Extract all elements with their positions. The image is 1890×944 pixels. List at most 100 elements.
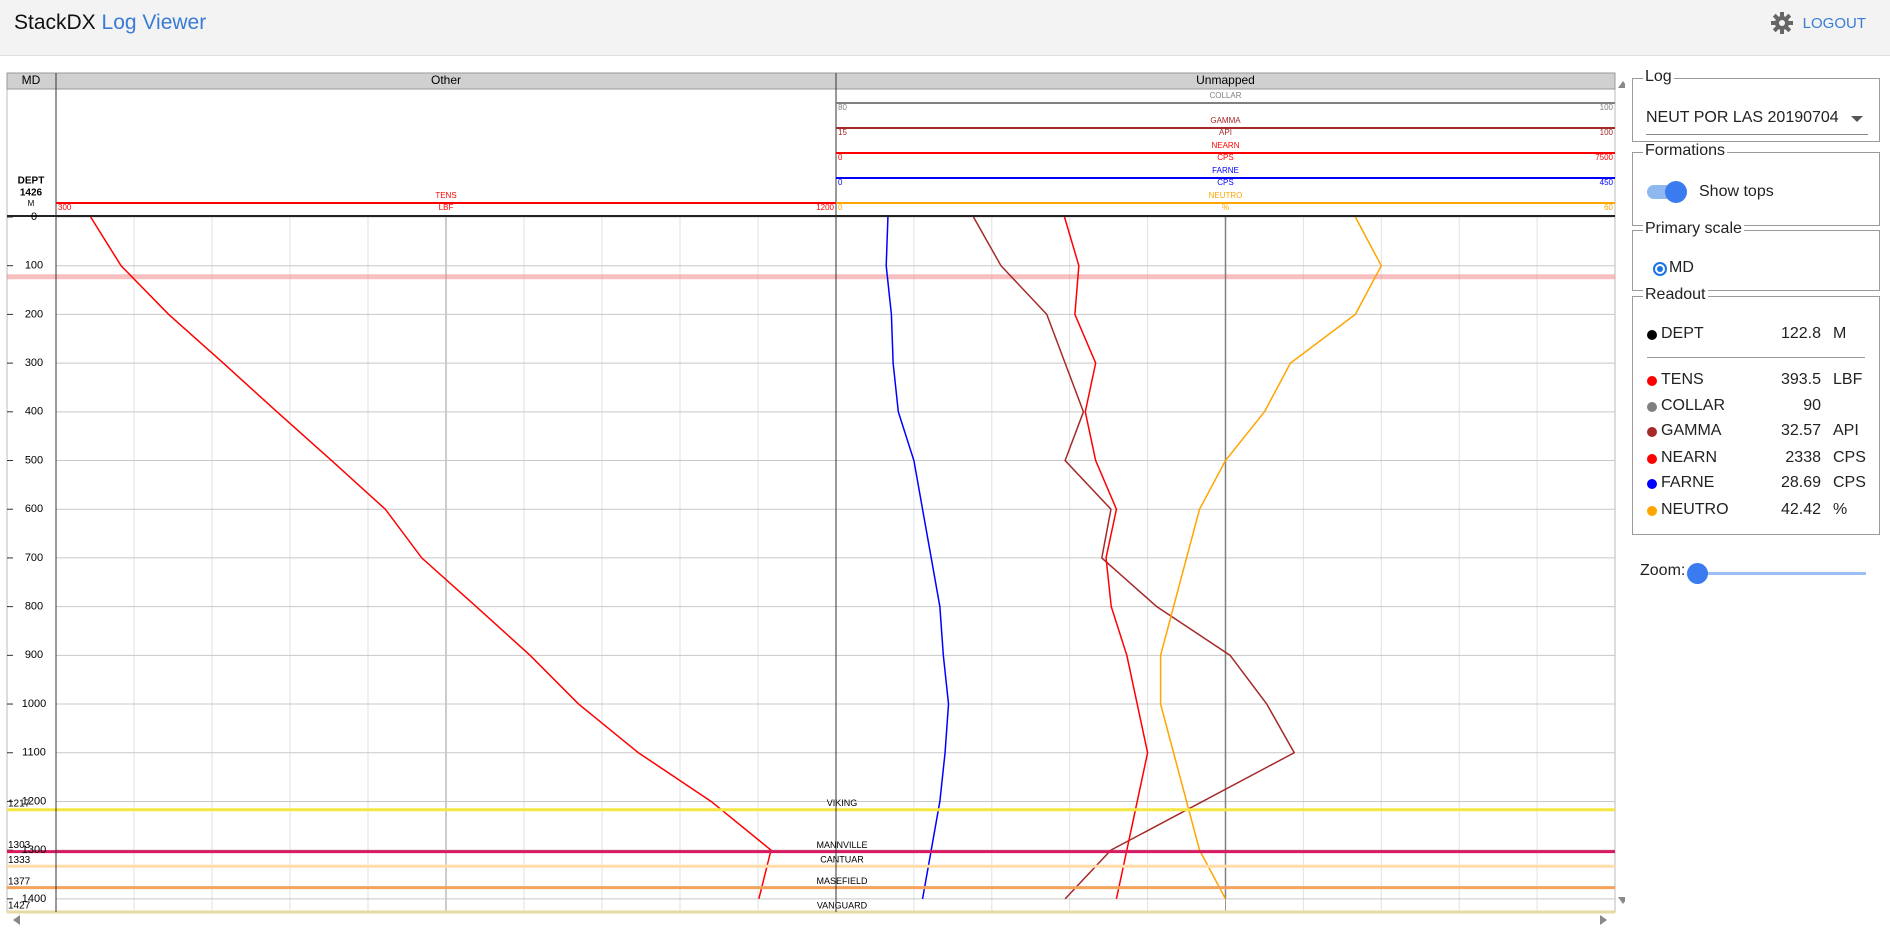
brand[interactable]: StackDX Log Viewer [14,11,206,35]
curve-name: FARNE [1212,166,1239,175]
log-select[interactable]: NEUT POR LAS 20190704 [1646,109,1839,126]
curve-name: COLLAR [1209,91,1241,100]
readout-name: DEPT [1661,325,1704,342]
separator [1647,357,1865,358]
zoom-track[interactable] [1696,572,1866,575]
curves [90,216,1383,900]
readout-name: COLLAR [1661,397,1726,414]
scale-min: 0 [838,178,843,187]
zoom-knob[interactable] [1687,563,1708,584]
legend-dot [1647,376,1657,386]
scale-max: 100 [1600,128,1614,137]
index-curve-unit: M [28,199,35,208]
top-name: CANTUAR [820,855,864,865]
legend-dot [1647,402,1657,412]
select-underline [1646,134,1868,135]
curve-unit: CPS [1217,178,1233,187]
readout-unit: M [1833,325,1847,342]
readout-unit: LBF [1833,371,1863,388]
curve-unit: % [1222,203,1229,212]
depth-tick-label: 1400 [22,893,46,905]
depth-tick-label: 700 [25,552,43,564]
scale-max: 7500 [1595,153,1613,162]
group-legend: Formations [1643,142,1728,160]
scroll-down[interactable] [1618,897,1625,904]
depth-tick-label: 1200 [22,795,46,807]
log-chart: MD DEPT 1426 M 1217 VIKING 1303 MANNVILLE 13… [6,72,1625,925]
legend-dot [1647,479,1657,489]
radio-label: MD [1669,259,1694,276]
scale-min: 0 [838,203,843,212]
depth-tick-label: 1000 [22,698,46,710]
scroll-left[interactable] [13,915,20,925]
scroll-right[interactable] [1600,915,1607,925]
scale-max: 60 [1604,203,1613,212]
readout-name: NEARN [1661,449,1718,466]
legend-dot [1647,427,1657,437]
scale-group: Primary scale MD [1632,220,1880,291]
curve-name: NEUTRO [1209,191,1243,200]
index-header: MD [22,73,41,87]
top-name: VANGUARD [817,900,868,910]
legend-dot [1647,506,1657,516]
log-group: Log NEUT POR LAS 20190704 [1632,68,1880,142]
curve [1159,216,1383,900]
depth-tick-label: 800 [25,601,43,613]
formations-group: Formations Show tops [1632,142,1880,226]
scale-min: 15 [838,128,847,137]
readout-value: 28.69 [1780,474,1821,491]
curve [972,216,1296,900]
depth-tick-label: 100 [25,260,43,272]
curve [90,216,772,900]
depth-tick-label: 0 [31,211,37,223]
scroll-up[interactable] [1618,81,1625,88]
scale-max: 450 [1600,178,1614,187]
scale-min: 0 [838,153,843,162]
curve-name: TENS [435,191,456,200]
top-name: VIKING [827,798,858,808]
curve-unit: LBF [439,203,454,212]
group-legend: Log [1643,68,1674,86]
depth-tick-label: 300 [25,357,43,369]
curve [885,216,950,899]
log-frame [6,72,1616,913]
readout-value: 122.8 [1780,325,1821,342]
toggle-knob[interactable] [1665,181,1687,203]
radio[interactable] [1653,262,1667,276]
readout-value: 42.42 [1780,501,1821,518]
readout-unit: CPS [1833,474,1866,491]
readout-name: FARNE [1661,474,1715,491]
depth-tick-label: 500 [25,454,43,466]
readout-value: 32.57 [1780,422,1821,439]
track-header-row [6,72,1616,90]
curve [1063,216,1149,900]
readout-value: 2338 [1785,449,1821,466]
depth-tick-label: 1100 [22,747,46,759]
logout-button[interactable]: LOGOUT [1802,15,1866,32]
depth-tick-label: 900 [25,649,43,661]
top-depth: 1217 [8,798,31,809]
group-legend: Readout [1643,286,1708,304]
settings-icon[interactable] [1771,12,1793,34]
toggle-label: Show tops [1699,183,1774,200]
top-depth: 1377 [8,876,31,887]
scale-min: 80 [838,103,847,112]
readout-name: TENS [1661,371,1704,388]
brand-name: StackDX [14,11,96,34]
top-depth: 1303 [8,840,31,851]
readout-value: 393.5 [1780,371,1821,388]
top-name: MANNVILLE [816,840,867,850]
track-title: Unmapped [1196,73,1255,87]
depth-tick-label: 400 [25,406,43,418]
app-name: Log Viewer [101,11,207,34]
zoom-label: Zoom: [1640,562,1686,579]
readout-unit: CPS [1833,449,1866,466]
readout-unit: API [1833,422,1859,439]
depth-tick-label: 1300 [22,844,46,856]
top-depth: 1427 [8,901,31,912]
scale-max: 100 [1600,103,1614,112]
readout-name: NEUTRO [1661,501,1729,518]
readout-name: GAMMA [1661,422,1722,439]
index-curve-name: DEPT [18,176,45,187]
